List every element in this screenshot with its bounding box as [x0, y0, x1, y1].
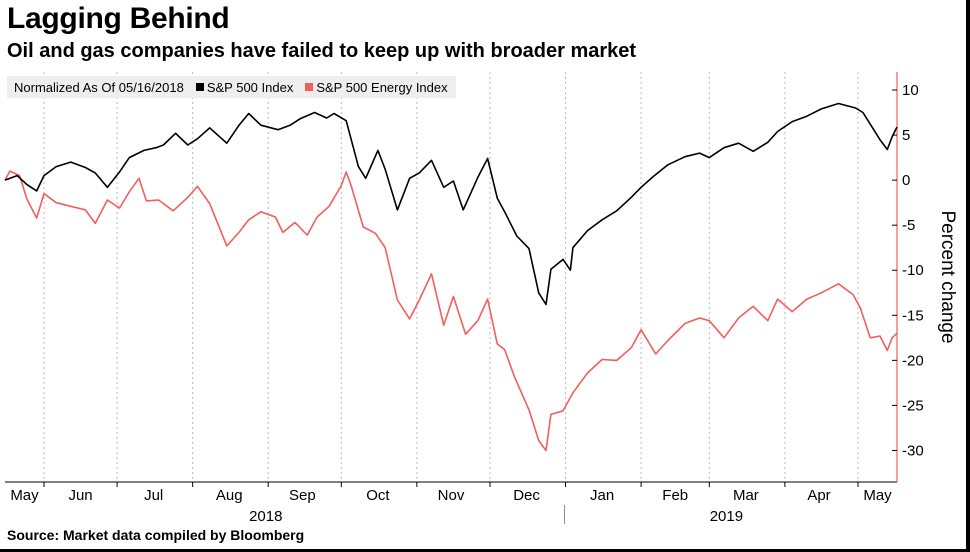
y-tick-label-2: 0 — [902, 172, 910, 189]
y-tick-label-0: 10 — [902, 82, 919, 99]
x-month-label-8: Jan — [590, 487, 614, 504]
x-month-label-2: Jul — [144, 487, 163, 504]
frame-border-bottom — [0, 549, 970, 552]
grid-lines — [43, 72, 859, 482]
y-tick-label-6: -20 — [902, 352, 924, 369]
x-month-label-9: Feb — [662, 487, 688, 504]
chart-subtitle: Oil and gas companies have failed to kee… — [7, 40, 637, 62]
frame-border-right — [966, 0, 970, 552]
series-line-energy — [4, 170, 898, 452]
x-month-label-5: Oct — [366, 487, 390, 504]
legend-swatch-sp500 — [195, 83, 204, 91]
chart-title: Lagging Behind — [7, 2, 230, 35]
y-tick-label-8: -30 — [902, 442, 924, 459]
x-year-label-1: 2019 — [710, 508, 743, 525]
y-tick-label-5: -15 — [902, 307, 924, 324]
series-line-sp500 — [4, 102, 898, 306]
x-month-label-3: Aug — [216, 487, 243, 504]
legend: Normalized As Of 05/16/2018 S&P 500 Inde… — [7, 76, 456, 98]
y-tick-label-1: 5 — [902, 127, 910, 144]
legend-label-energy: S&P 500 Energy Index — [316, 79, 448, 95]
legend-label-sp500: S&P 500 Index — [206, 79, 294, 95]
y-tick-label-4: -10 — [902, 262, 924, 279]
axis-labels: 10 5 0 -5 -10 -15 -20 -25 -30 Percent change May Ju… — [10, 82, 958, 525]
y-axis-title: Percent change — [937, 210, 958, 343]
y-tick-label-3: -5 — [902, 217, 915, 234]
x-month-label-12: May — [863, 487, 892, 504]
series-lines — [4, 102, 898, 452]
source-note: Source: Market data compiled by Bloomber… — [7, 527, 305, 543]
x-month-label-4: Sep — [289, 487, 316, 504]
x-month-label-0: May — [10, 487, 39, 504]
axes — [5, 72, 898, 524]
x-month-label-10: Mar — [733, 487, 759, 504]
x-year-label-0: 2018 — [249, 508, 282, 525]
x-month-label-7: Dec — [513, 487, 540, 504]
x-month-label-1: Jun — [68, 487, 92, 504]
x-month-label-11: Apr — [807, 487, 830, 504]
x-month-label-6: Nov — [438, 487, 465, 504]
y-tick-label-7: -25 — [902, 397, 924, 414]
legend-swatch-energy — [305, 83, 314, 91]
legend-note: Normalized As Of 05/16/2018 — [14, 79, 184, 95]
